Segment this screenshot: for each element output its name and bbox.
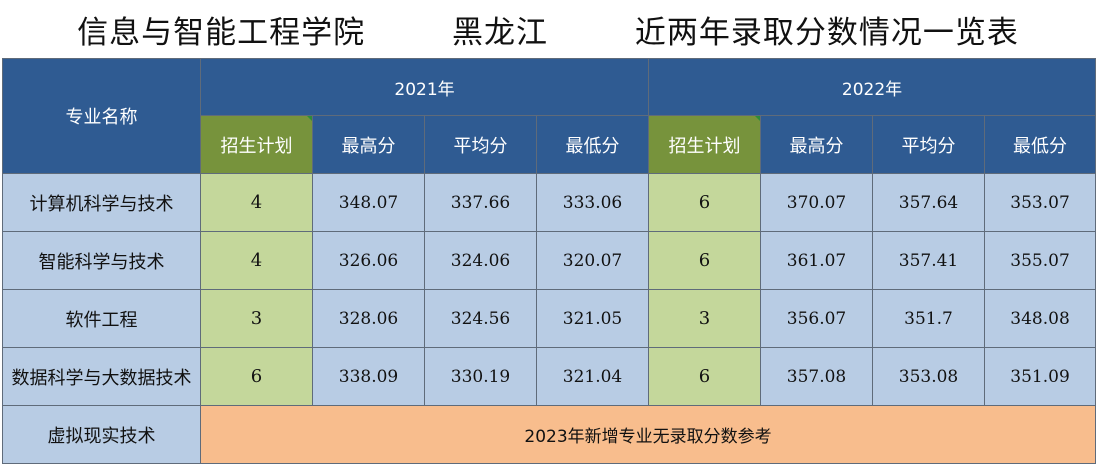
- plan-2021: 4: [200, 173, 313, 232]
- major-name: 数据科学与大数据技术: [2, 347, 201, 406]
- year-2021-header: 2021年: [199, 58, 650, 116]
- min-2022: 351.09: [984, 347, 1096, 406]
- max-2022: 357.08: [760, 347, 874, 406]
- avg-2021: 330.19: [424, 347, 537, 406]
- plan-2021: 4: [200, 231, 313, 290]
- avg-2021: 337.66: [424, 173, 537, 232]
- plan-2021: 3: [200, 289, 313, 348]
- max-2021: 326.06: [312, 231, 425, 290]
- min-2022: 348.08: [984, 289, 1096, 348]
- col-max-2022: 最高分: [760, 115, 874, 174]
- table-row: 软件工程 3 328.06 324.56 321.05 3 356.07 351…: [2, 289, 1096, 348]
- plan-2022: 6: [648, 347, 762, 406]
- avg-2022: 357.64: [872, 173, 986, 232]
- col-avg-2022: 平均分: [872, 115, 986, 174]
- admission-score-table: 专业名称 2021年 2022年 招生计划 最高分 平均分 最低分 招生计划 最…: [2, 58, 1096, 464]
- col-max-2021: 最高分: [312, 115, 425, 174]
- avg-2022: 351.7: [872, 289, 986, 348]
- col-min-2022: 最低分: [984, 115, 1096, 174]
- table-row: 智能科学与技术 4 326.06 324.06 320.07 6 361.07 …: [2, 231, 1096, 290]
- max-2021: 328.06: [312, 289, 425, 348]
- major-name: 软件工程: [2, 289, 201, 348]
- avg-2022: 357.41: [872, 231, 986, 290]
- min-2022: 355.07: [984, 231, 1096, 290]
- plan-2022: 6: [648, 173, 762, 232]
- min-2021: 321.04: [535, 347, 650, 406]
- min-2021: 320.07: [535, 231, 650, 290]
- avg-2021: 324.56: [424, 289, 537, 348]
- table-row: 计算机科学与技术 4 348.07 337.66 333.06 6 370.07…: [2, 173, 1096, 232]
- avg-2021: 324.06: [424, 231, 537, 290]
- major-name-header: 专业名称: [2, 58, 201, 174]
- plan-2022: 3: [648, 289, 762, 348]
- plan-2021: 6: [200, 347, 313, 406]
- no-score-note: 2023年新增专业无录取分数参考: [199, 405, 1096, 464]
- col-avg-2021: 平均分: [424, 115, 537, 174]
- plan-2022: 6: [648, 231, 762, 290]
- major-name: 智能科学与技术: [2, 231, 201, 290]
- col-plan-2021: 招生计划: [200, 115, 313, 174]
- year-2022-header: 2022年: [648, 58, 1096, 116]
- major-name: 虚拟现实技术: [2, 405, 201, 464]
- min-2021: 333.06: [535, 173, 650, 232]
- max-2021: 338.09: [312, 347, 425, 406]
- table-row: 虚拟现实技术 2023年新增专业无录取分数参考: [2, 405, 1096, 464]
- min-2021: 321.05: [535, 289, 650, 348]
- min-2022: 353.07: [984, 173, 1096, 232]
- max-2021: 348.07: [312, 173, 425, 232]
- col-min-2021: 最低分: [535, 115, 650, 174]
- max-2022: 370.07: [760, 173, 874, 232]
- avg-2022: 353.08: [872, 347, 986, 406]
- max-2022: 361.07: [760, 231, 874, 290]
- table-row: 数据科学与大数据技术 6 338.09 330.19 321.04 6 357.…: [2, 347, 1096, 406]
- max-2022: 356.07: [760, 289, 874, 348]
- page-title: 信息与智能工程学院 黑龙江 近两年录取分数情况一览表: [77, 14, 1019, 51]
- col-plan-2022: 招生计划: [648, 115, 762, 174]
- major-name: 计算机科学与技术: [2, 173, 201, 232]
